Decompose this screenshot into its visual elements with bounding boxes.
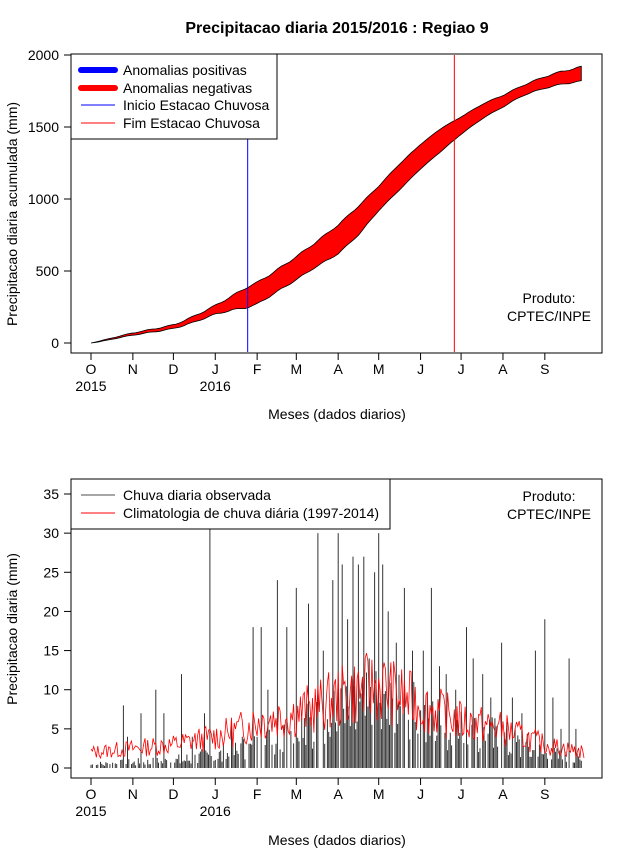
bottom-x-axis: O N D J F M A M J J A S 2015 2016 <box>75 777 550 819</box>
legend-label-positive: Anomalias positivas <box>123 62 247 78</box>
x-tick-label: O <box>86 361 97 377</box>
bottom-y-axis: 0 5 10 15 20 25 30 35 <box>43 486 72 776</box>
bottom-y-axis-label: Precipitacao diaria (mm) <box>4 553 20 705</box>
legend-label-season-end: Fim Estacao Chuvosa <box>123 115 260 131</box>
y-tick-label: 2000 <box>28 47 59 63</box>
year-label: 2016 <box>200 378 231 394</box>
x-tick-label: D <box>168 361 178 377</box>
top-legend: Anomalias positivas Anomalias negativas … <box>70 53 278 140</box>
bottom-product-label: Produto: <box>523 488 576 504</box>
top-y-axis-label: Precipitacao diaria acumulada (mm) <box>4 102 20 326</box>
x-tick-label: J <box>212 786 219 802</box>
x-tick-label: J <box>212 361 219 377</box>
x-tick-label: J <box>417 361 424 377</box>
x-tick-label: N <box>128 786 138 802</box>
y-tick-label: 5 <box>51 721 59 737</box>
x-tick-label: N <box>128 361 138 377</box>
x-tick-label: A <box>498 361 508 377</box>
legend-label-observed: Chuva diaria observada <box>123 487 271 503</box>
y-tick-label: 0 <box>51 335 59 351</box>
y-tick-label: 1000 <box>28 191 59 207</box>
x-tick-label: M <box>290 361 302 377</box>
climatology-line <box>90 653 585 760</box>
x-tick-label: M <box>373 786 385 802</box>
y-tick-label: 0 <box>51 760 59 776</box>
x-tick-label: A <box>498 786 508 802</box>
x-tick-label: F <box>253 361 262 377</box>
y-tick-label: 1500 <box>28 119 59 135</box>
negative-anomaly-band <box>90 65 582 344</box>
x-tick-label: M <box>290 786 302 802</box>
x-tick-label: D <box>168 786 178 802</box>
legend-label-season-start: Inicio Estacao Chuvosa <box>123 97 270 113</box>
x-tick-label: A <box>334 361 344 377</box>
observed-rain-bars <box>90 517 582 768</box>
year-label: 2015 <box>75 378 106 394</box>
y-tick-label: 20 <box>43 603 59 619</box>
x-tick-label: S <box>540 786 549 802</box>
bottom-plot-area: 0 5 10 15 20 25 30 35 O N D J F M A M J J A S 2015 2016 <box>43 478 603 819</box>
y-tick-label: 35 <box>43 486 59 502</box>
top-y-axis: 0 500 1000 1500 2000 <box>28 47 72 351</box>
bottom-x-axis-label: Meses (dados diarios) <box>268 832 406 848</box>
top-plot-area: 0 500 1000 1500 2000 O N D J F M A M J J A S 2015 2016 <box>28 47 603 394</box>
top-chart-title: Precipitacao diaria 2015/2016 : Regiao 9 <box>185 20 488 37</box>
legend-label-negative: Anomalias negativas <box>123 80 252 96</box>
y-tick-label: 25 <box>43 564 59 580</box>
top-product-source: CPTEC/INPE <box>507 308 591 324</box>
top-product-label: Produto: <box>523 290 576 306</box>
year-label: 2015 <box>75 803 106 819</box>
top-x-axis: O N D J F M A M J J A S 2015 2016 <box>75 352 550 394</box>
top-x-axis-label: Meses (dados diarios) <box>268 406 406 422</box>
x-tick-label: J <box>458 786 465 802</box>
bottom-product-source: CPTEC/INPE <box>507 506 591 522</box>
x-tick-label: M <box>373 361 385 377</box>
legend-label-climatology: Climatologia de chuva diária (1997-2014) <box>123 505 379 521</box>
y-tick-label: 10 <box>43 682 59 698</box>
bottom-legend: Chuva diaria observada Climatologia de c… <box>70 478 391 530</box>
x-tick-label: F <box>253 786 262 802</box>
y-tick-label: 30 <box>43 525 59 541</box>
x-tick-label: O <box>86 786 97 802</box>
y-tick-label: 500 <box>36 263 60 279</box>
x-tick-label: J <box>417 786 424 802</box>
year-label: 2016 <box>200 803 231 819</box>
x-tick-label: A <box>334 786 344 802</box>
bottom-legend-box <box>70 478 391 530</box>
y-tick-label: 15 <box>43 643 59 659</box>
x-tick-label: J <box>458 361 465 377</box>
x-tick-label: S <box>540 361 549 377</box>
